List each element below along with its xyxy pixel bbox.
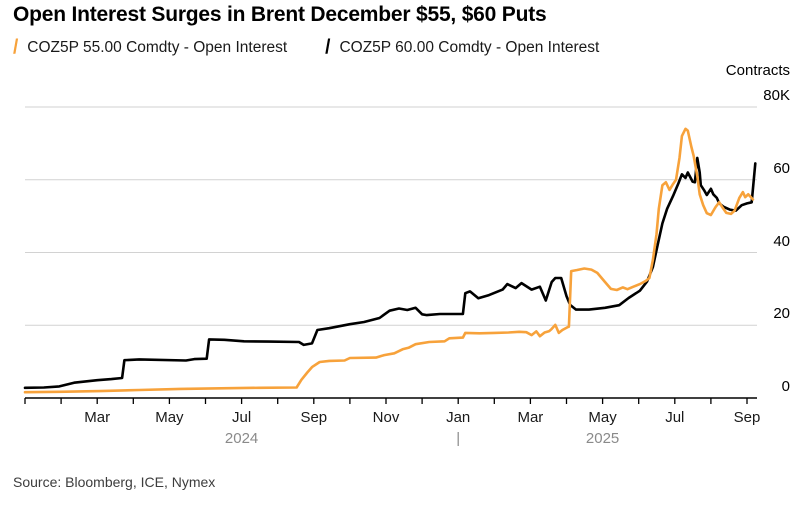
y-tick-label: 60 bbox=[773, 159, 790, 177]
chart-title: Open Interest Surges in Brent December $… bbox=[13, 3, 547, 26]
x-tick-label: May bbox=[588, 409, 617, 426]
y-tick-label: 80K bbox=[763, 87, 790, 104]
y-tick-label: 0 bbox=[781, 378, 790, 395]
series-line-60-put bbox=[23, 156, 757, 390]
year-label: 2024 bbox=[224, 430, 259, 447]
x-tick-label: May bbox=[155, 409, 184, 426]
legend-item-60-put: / COZ5P 60.00 Comdty - Open Interest bbox=[325, 36, 600, 59]
x-tick-label: Mar bbox=[84, 409, 111, 426]
y-axis-unit-label: Contracts bbox=[725, 62, 790, 79]
y-tick-label: 40 bbox=[773, 232, 790, 250]
x-tick-label: Jul bbox=[232, 409, 252, 426]
y-tick-label: 20 bbox=[773, 305, 790, 323]
x-tick-label: Nov bbox=[372, 409, 400, 426]
x-tick-label: Mar bbox=[517, 409, 544, 426]
legend-label: COZ5P 60.00 Comdty - Open Interest bbox=[339, 38, 600, 56]
legend: / COZ5P 55.00 Comdty - Open Interest / C… bbox=[13, 36, 600, 59]
legend-slash-icon: / bbox=[13, 36, 19, 59]
legend-item-55-put: / COZ5P 55.00 Comdty - Open Interest bbox=[13, 36, 288, 59]
year-separator: | bbox=[456, 430, 461, 447]
legend-label: COZ5P 55.00 Comdty - Open Interest bbox=[27, 38, 288, 56]
source-note: Source: Bloomberg, ICE, Nymex bbox=[13, 474, 216, 490]
x-tick-label: Jul bbox=[665, 409, 685, 426]
legend-slash-icon: / bbox=[325, 36, 331, 59]
year-label: 2025 bbox=[585, 430, 620, 447]
series-line-55-put bbox=[23, 127, 755, 394]
x-tick-label: Sep bbox=[733, 409, 761, 426]
x-tick-label: Jan bbox=[446, 409, 471, 426]
x-tick-label: Sep bbox=[300, 409, 328, 426]
